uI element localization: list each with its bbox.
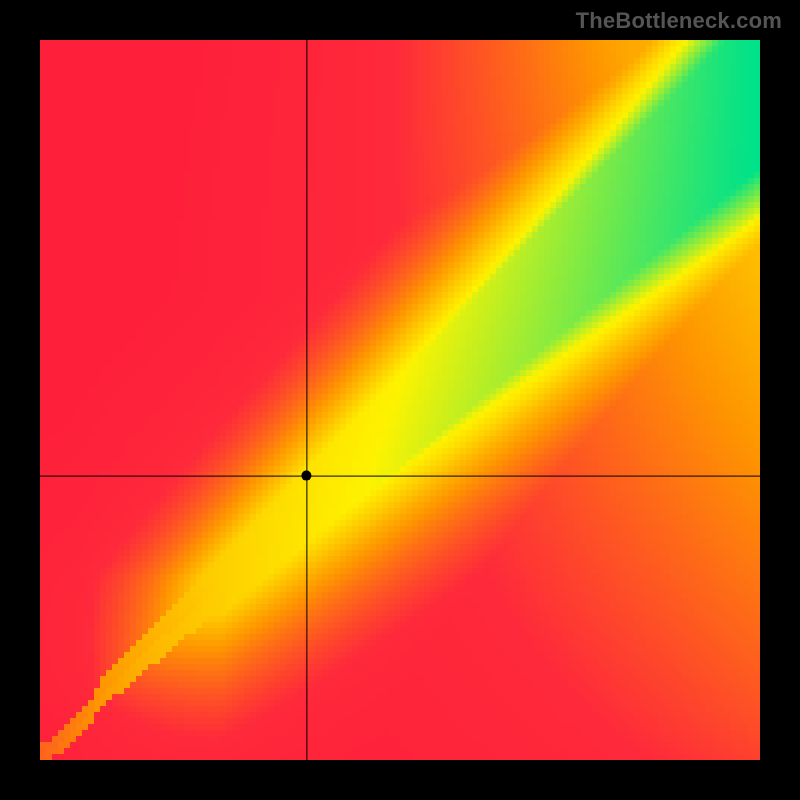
crosshair-overlay xyxy=(40,40,760,760)
chart-container: TheBottleneck.com xyxy=(0,0,800,800)
watermark-text: TheBottleneck.com xyxy=(576,8,782,34)
